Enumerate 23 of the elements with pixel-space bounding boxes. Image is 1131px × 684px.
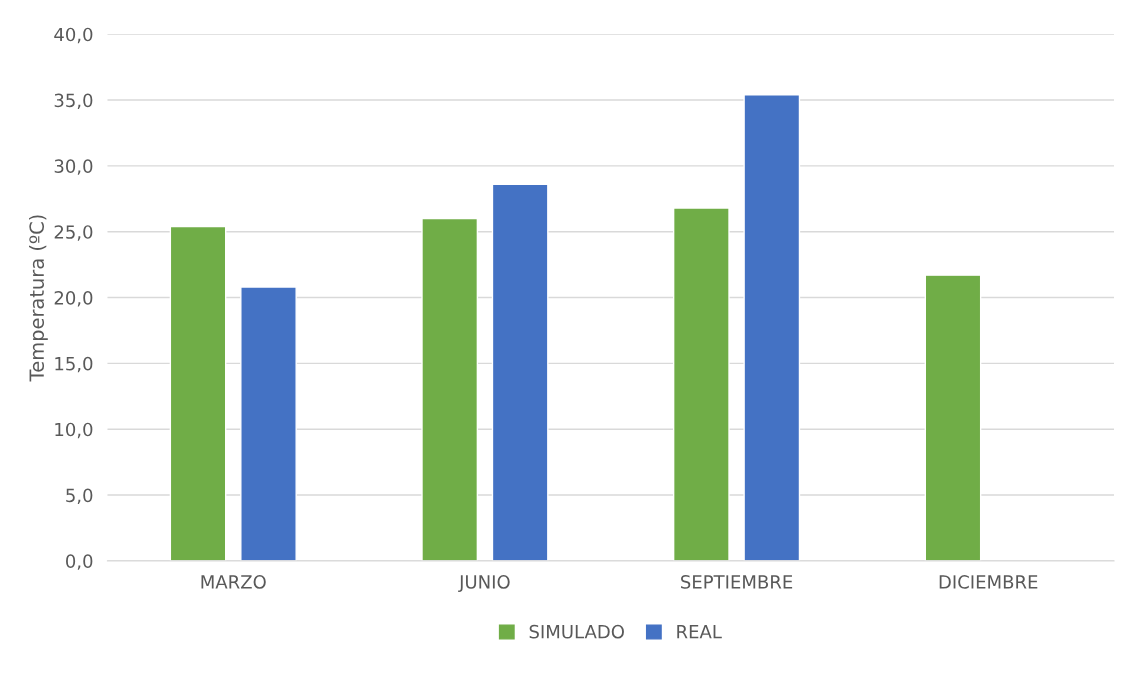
y-tick-label: 5,0	[66, 488, 93, 504]
y-tick-label: 0,0	[66, 554, 93, 570]
y-tick-label: 40,0	[54, 27, 93, 44]
bar	[491, 183, 549, 561]
bar	[672, 207, 730, 561]
legend-label: SIMULADO	[529, 624, 624, 639]
y-tick-label: 30,0	[54, 159, 93, 175]
x-tick-label: JUNIO	[458, 575, 510, 593]
x-tick-label: DICIEMBRE	[939, 575, 1038, 589]
bar	[421, 217, 479, 561]
bar	[743, 94, 801, 561]
legend-label: REAL	[677, 625, 722, 639]
y-tick-label: 10,0	[55, 422, 93, 439]
y-tick-label: 20,0	[54, 291, 93, 307]
y-axis-title: Temperatura (ºC)	[29, 215, 48, 382]
x-tick-label: MARZO	[201, 575, 266, 589]
y-tick-label: 25,0	[54, 225, 93, 241]
bar	[924, 274, 982, 561]
x-tick-label: SEPTIEMBRE	[681, 575, 793, 589]
y-tick-label: 35,0	[54, 93, 93, 109]
bar	[169, 225, 227, 561]
bar	[240, 286, 297, 561]
y-tick-label: 15,0	[55, 356, 93, 373]
